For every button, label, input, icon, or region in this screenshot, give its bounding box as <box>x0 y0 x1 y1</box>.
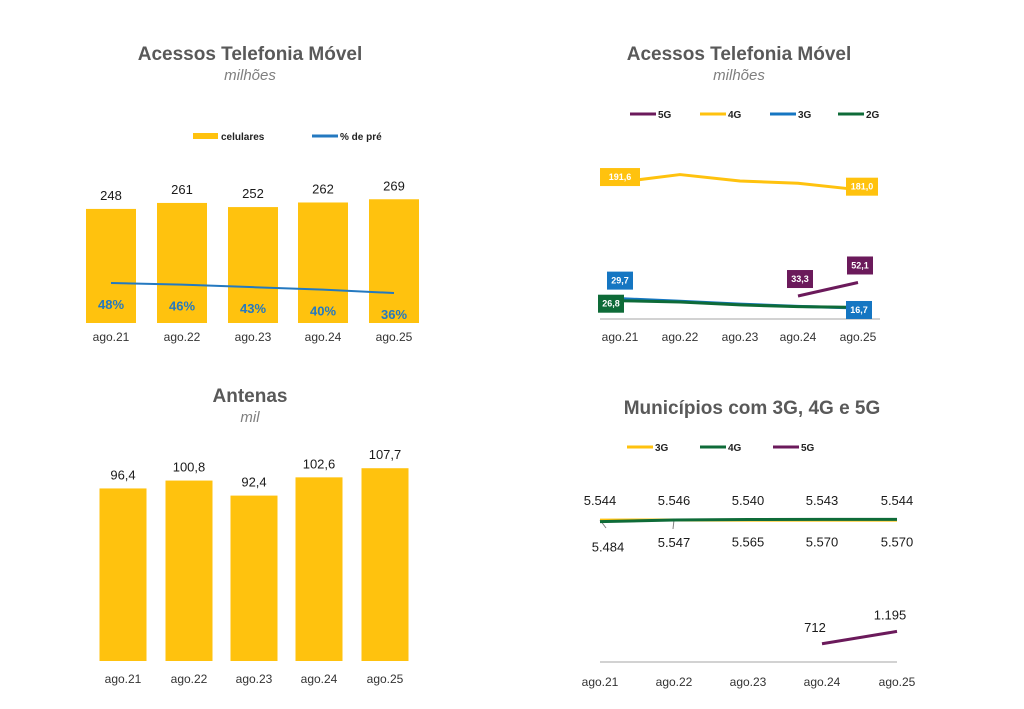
chart-acessos-celulares: Acessos Telefonia Móvel milhões celulare… <box>86 44 419 344</box>
bar <box>157 202 207 323</box>
legend-swatch <box>193 133 218 139</box>
x-tick-label: ago.25 <box>879 675 916 689</box>
data-label-box <box>846 300 872 319</box>
chart-subtitle: mil <box>240 409 260 426</box>
data-label: 248 <box>100 188 122 203</box>
data-label: 100,8 <box>173 460 206 475</box>
legend-label: 2G <box>866 110 880 121</box>
data-label-box <box>846 177 878 196</box>
data-label: 1.195 <box>874 607 907 622</box>
data-label-box <box>847 256 873 275</box>
chart-title: Acessos Telefonia Móvel <box>627 44 852 65</box>
data-label-pct: 36% <box>381 307 407 322</box>
chart-subtitle: milhões <box>224 67 276 84</box>
x-tick-label: ago.24 <box>804 675 841 689</box>
data-label-pct: 46% <box>169 299 195 314</box>
data-label: 191,6 <box>609 172 632 182</box>
data-label: 181,0 <box>851 182 874 192</box>
bar <box>298 202 348 323</box>
line-series-2g <box>619 299 859 309</box>
data-label-pct: 40% <box>310 304 336 319</box>
x-tick-label: ago.21 <box>93 330 130 344</box>
data-label-box <box>607 271 633 290</box>
bar <box>295 477 343 661</box>
bar <box>228 207 278 323</box>
x-tick-label: ago.25 <box>840 330 877 344</box>
data-label: 5.546 <box>658 493 691 508</box>
data-label: 269 <box>383 178 405 193</box>
legend-label: 4G <box>728 443 742 454</box>
x-tick-label: ago.23 <box>236 672 273 686</box>
x-tick-label: ago.24 <box>780 330 817 344</box>
data-label: 5.570 <box>881 534 914 549</box>
data-label-pct: 43% <box>240 301 266 316</box>
data-label: 33,3 <box>791 274 809 284</box>
bar <box>230 495 278 661</box>
legend-label: 5G <box>801 443 815 454</box>
legend-label: 5G <box>658 110 672 121</box>
chart-title: Municípios com 3G, 4G e 5G <box>624 398 881 419</box>
data-label: 5.540 <box>732 493 765 508</box>
chart-subtitle: milhões <box>713 67 765 84</box>
chart-municipios: Municípios com 3G, 4G e 5G 3G 4G 5G ago.21 a… <box>582 398 916 689</box>
x-tick-label: ago.23 <box>730 675 767 689</box>
x-tick-label: ago.22 <box>171 672 208 686</box>
x-tick-label: ago.23 <box>722 330 759 344</box>
data-label: 5.544 <box>881 493 914 508</box>
bar <box>369 199 419 323</box>
x-tick-label: ago.24 <box>301 672 338 686</box>
x-tick-label: ago.21 <box>105 672 142 686</box>
x-tick-label: ago.25 <box>376 330 413 344</box>
legend-label: 3G <box>655 443 669 454</box>
data-label-box <box>787 270 813 289</box>
data-label: 5.543 <box>806 493 839 508</box>
chart-acessos-tecnologia: Acessos Telefonia Móvel milhões 5G 4G 3G 2G… <box>598 44 880 344</box>
chart-title: Antenas <box>213 386 288 407</box>
data-label-pct: 48% <box>98 297 124 312</box>
bar <box>86 208 136 323</box>
data-label: 252 <box>242 186 264 201</box>
legend-label: celulares <box>221 132 265 143</box>
x-tick-label: ago.21 <box>602 330 639 344</box>
chart-antenas: Antenas mil ago.21 ago.22 ago.23 ago.24 ago.… <box>99 386 409 686</box>
bar <box>361 468 409 661</box>
data-label: 52,1 <box>851 260 869 270</box>
data-label: 5.570 <box>806 534 839 549</box>
data-label: 92,4 <box>241 475 266 490</box>
data-label: 96,4 <box>110 467 135 482</box>
x-tick-label: ago.22 <box>662 330 699 344</box>
x-tick-label: ago.21 <box>582 675 619 689</box>
x-tick-label: ago.22 <box>164 330 201 344</box>
data-label: 16,7 <box>850 305 868 315</box>
data-label: 26,8 <box>602 299 620 309</box>
x-tick-label: ago.23 <box>235 330 272 344</box>
bar <box>165 480 213 661</box>
data-label: 102,6 <box>303 456 336 471</box>
line-series-pct-pre <box>110 282 395 295</box>
line-series-5g <box>797 281 859 298</box>
data-label: 5.484 <box>592 540 625 555</box>
data-label: 261 <box>171 182 193 197</box>
chart-title: Acessos Telefonia Móvel <box>138 44 363 65</box>
line-series-5g <box>821 629 898 646</box>
legend-label: 4G <box>728 110 742 121</box>
x-tick-label: ago.24 <box>305 330 342 344</box>
x-tick-label: ago.25 <box>367 672 404 686</box>
legend-label: % de pré <box>340 132 382 143</box>
data-label-box <box>600 168 640 187</box>
data-label: 5.544 <box>584 493 617 508</box>
line-series-4g <box>619 173 859 192</box>
data-label: 262 <box>312 181 334 196</box>
data-label: 712 <box>804 620 826 635</box>
data-label: 29,7 <box>611 276 629 286</box>
bar <box>99 488 147 661</box>
x-tick-label: ago.22 <box>656 675 693 689</box>
legend-label: 3G <box>798 110 812 121</box>
data-label: 5.565 <box>732 535 765 550</box>
data-label-box <box>598 294 624 313</box>
data-label: 107,7 <box>369 447 402 462</box>
line-series-4g <box>599 517 897 524</box>
data-label: 5.547 <box>658 535 691 550</box>
